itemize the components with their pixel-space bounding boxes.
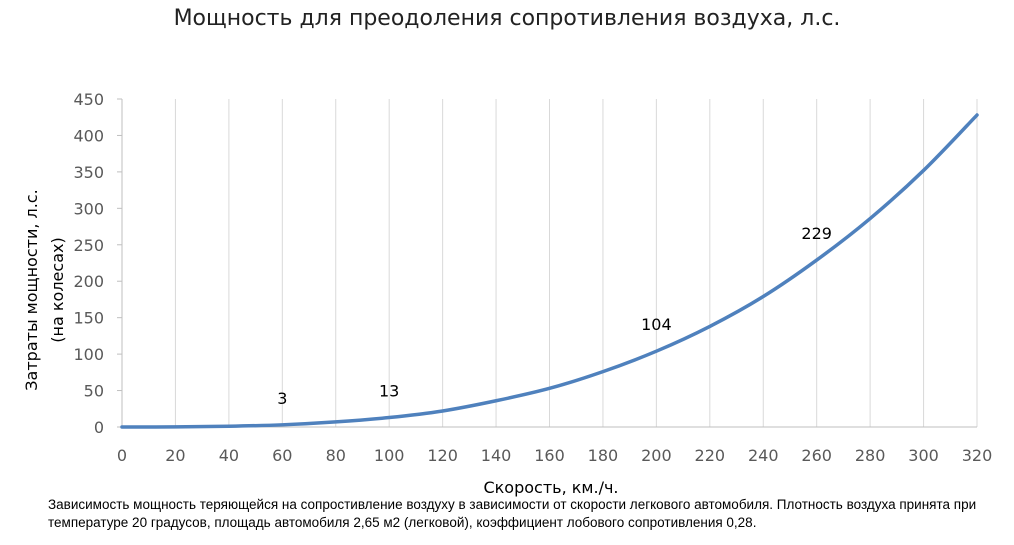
- x-tick-label: 260: [801, 446, 832, 465]
- y-tick-labels: 0 50 100 150 200 250 300 350 400 450: [73, 90, 104, 437]
- x-tick-label: 240: [748, 446, 779, 465]
- x-tick-label: 120: [427, 446, 458, 465]
- x-tick-label: 100: [374, 446, 405, 465]
- y-tick-label: 400: [73, 126, 104, 145]
- y-axis-title-line-2: (на колесах): [48, 237, 67, 342]
- y-tick-label: 250: [73, 236, 104, 255]
- y-tick-label: 100: [73, 345, 104, 364]
- data-label: 104: [641, 315, 672, 334]
- x-tick-label: 220: [695, 446, 726, 465]
- x-tick-label: 0: [117, 446, 127, 465]
- axes: [117, 98, 977, 428]
- series-line: [120, 113, 979, 429]
- x-tick-label: 160: [534, 446, 565, 465]
- y-tick-label: 350: [73, 163, 104, 182]
- y-tick-label: 50: [84, 382, 104, 401]
- chart-title: Мощность для преодоления сопротивления в…: [173, 6, 841, 31]
- x-tick-label: 300: [908, 446, 939, 465]
- data-label: 229: [801, 224, 832, 243]
- series-group: [120, 113, 979, 429]
- x-tick-label: 80: [326, 446, 346, 465]
- y-axis-title: Затраты мощности, л.с. (на колесах): [22, 189, 67, 390]
- y-tick-label: 300: [73, 199, 104, 218]
- x-tick-label: 320: [962, 446, 993, 465]
- y-tick-label: 200: [73, 272, 104, 291]
- y-tick-label: 450: [73, 90, 104, 109]
- grid-lines: [174, 99, 978, 427]
- y-tick-label: 0: [94, 418, 104, 437]
- x-tick-labels: 0 20 40 60 80 100 120 140 160 180 200 220 240 260 280 3…: [117, 446, 992, 465]
- x-axis-title: Скорость, км./ч.: [483, 478, 618, 497]
- figure-caption: Зависимость мощность теряющейся на сопро…: [48, 497, 977, 530]
- x-tick-label: 180: [588, 446, 619, 465]
- x-tick-label: 140: [481, 446, 512, 465]
- y-tick-label: 150: [73, 309, 104, 328]
- data-labels: 3 13 104 229: [277, 224, 832, 408]
- x-tick-label: 200: [641, 446, 672, 465]
- data-label: 3: [277, 389, 287, 408]
- y-axis-title-line-1: Затраты мощности, л.с.: [22, 189, 41, 390]
- x-tick-label: 60: [272, 446, 292, 465]
- x-tick-label: 40: [219, 446, 239, 465]
- x-tick-label: 280: [855, 446, 886, 465]
- data-label: 13: [379, 382, 399, 401]
- x-tick-label: 20: [165, 446, 185, 465]
